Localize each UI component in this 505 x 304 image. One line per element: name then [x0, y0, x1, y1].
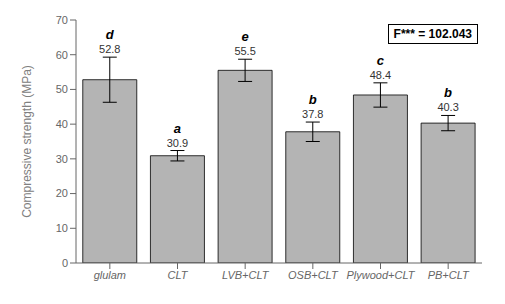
svg-text:b: b: [309, 92, 317, 107]
svg-text:c: c: [377, 53, 385, 68]
svg-text:a: a: [174, 121, 181, 136]
svg-text:Compressive strength (MPa): Compressive strength (MPa): [20, 65, 34, 218]
svg-text:50: 50: [56, 83, 68, 95]
svg-text:b: b: [444, 85, 452, 100]
svg-text:40: 40: [56, 118, 68, 130]
html-text:F*** = 102.043: F*** = 102.043: [393, 27, 472, 41]
svg-text:48.4: 48.4: [370, 69, 391, 81]
svg-text:20: 20: [56, 187, 68, 199]
svg-text:glulam: glulam: [94, 269, 126, 281]
svg-text:OSB+CLT: OSB+CLT: [288, 269, 339, 281]
svg-text:CLT: CLT: [168, 269, 189, 281]
svg-text:52.8: 52.8: [99, 43, 120, 55]
svg-text:30: 30: [56, 153, 68, 165]
svg-text:10: 10: [56, 222, 68, 234]
svg-text:40.3: 40.3: [437, 101, 458, 113]
svg-text:30.9: 30.9: [167, 137, 188, 149]
svg-text:e: e: [241, 29, 248, 44]
svg-text:0: 0: [62, 257, 68, 269]
svg-text:PB+CLT: PB+CLT: [428, 269, 470, 281]
svg-text:d: d: [106, 27, 115, 42]
svg-text:Plywood+CLT: Plywood+CLT: [347, 269, 416, 281]
svg-text:70: 70: [56, 14, 68, 26]
svg-text:LVB+CLT: LVB+CLT: [222, 269, 270, 281]
svg-text:37.8: 37.8: [302, 108, 323, 120]
svg-text:60: 60: [56, 49, 68, 61]
svg-text:55.5: 55.5: [234, 45, 255, 57]
